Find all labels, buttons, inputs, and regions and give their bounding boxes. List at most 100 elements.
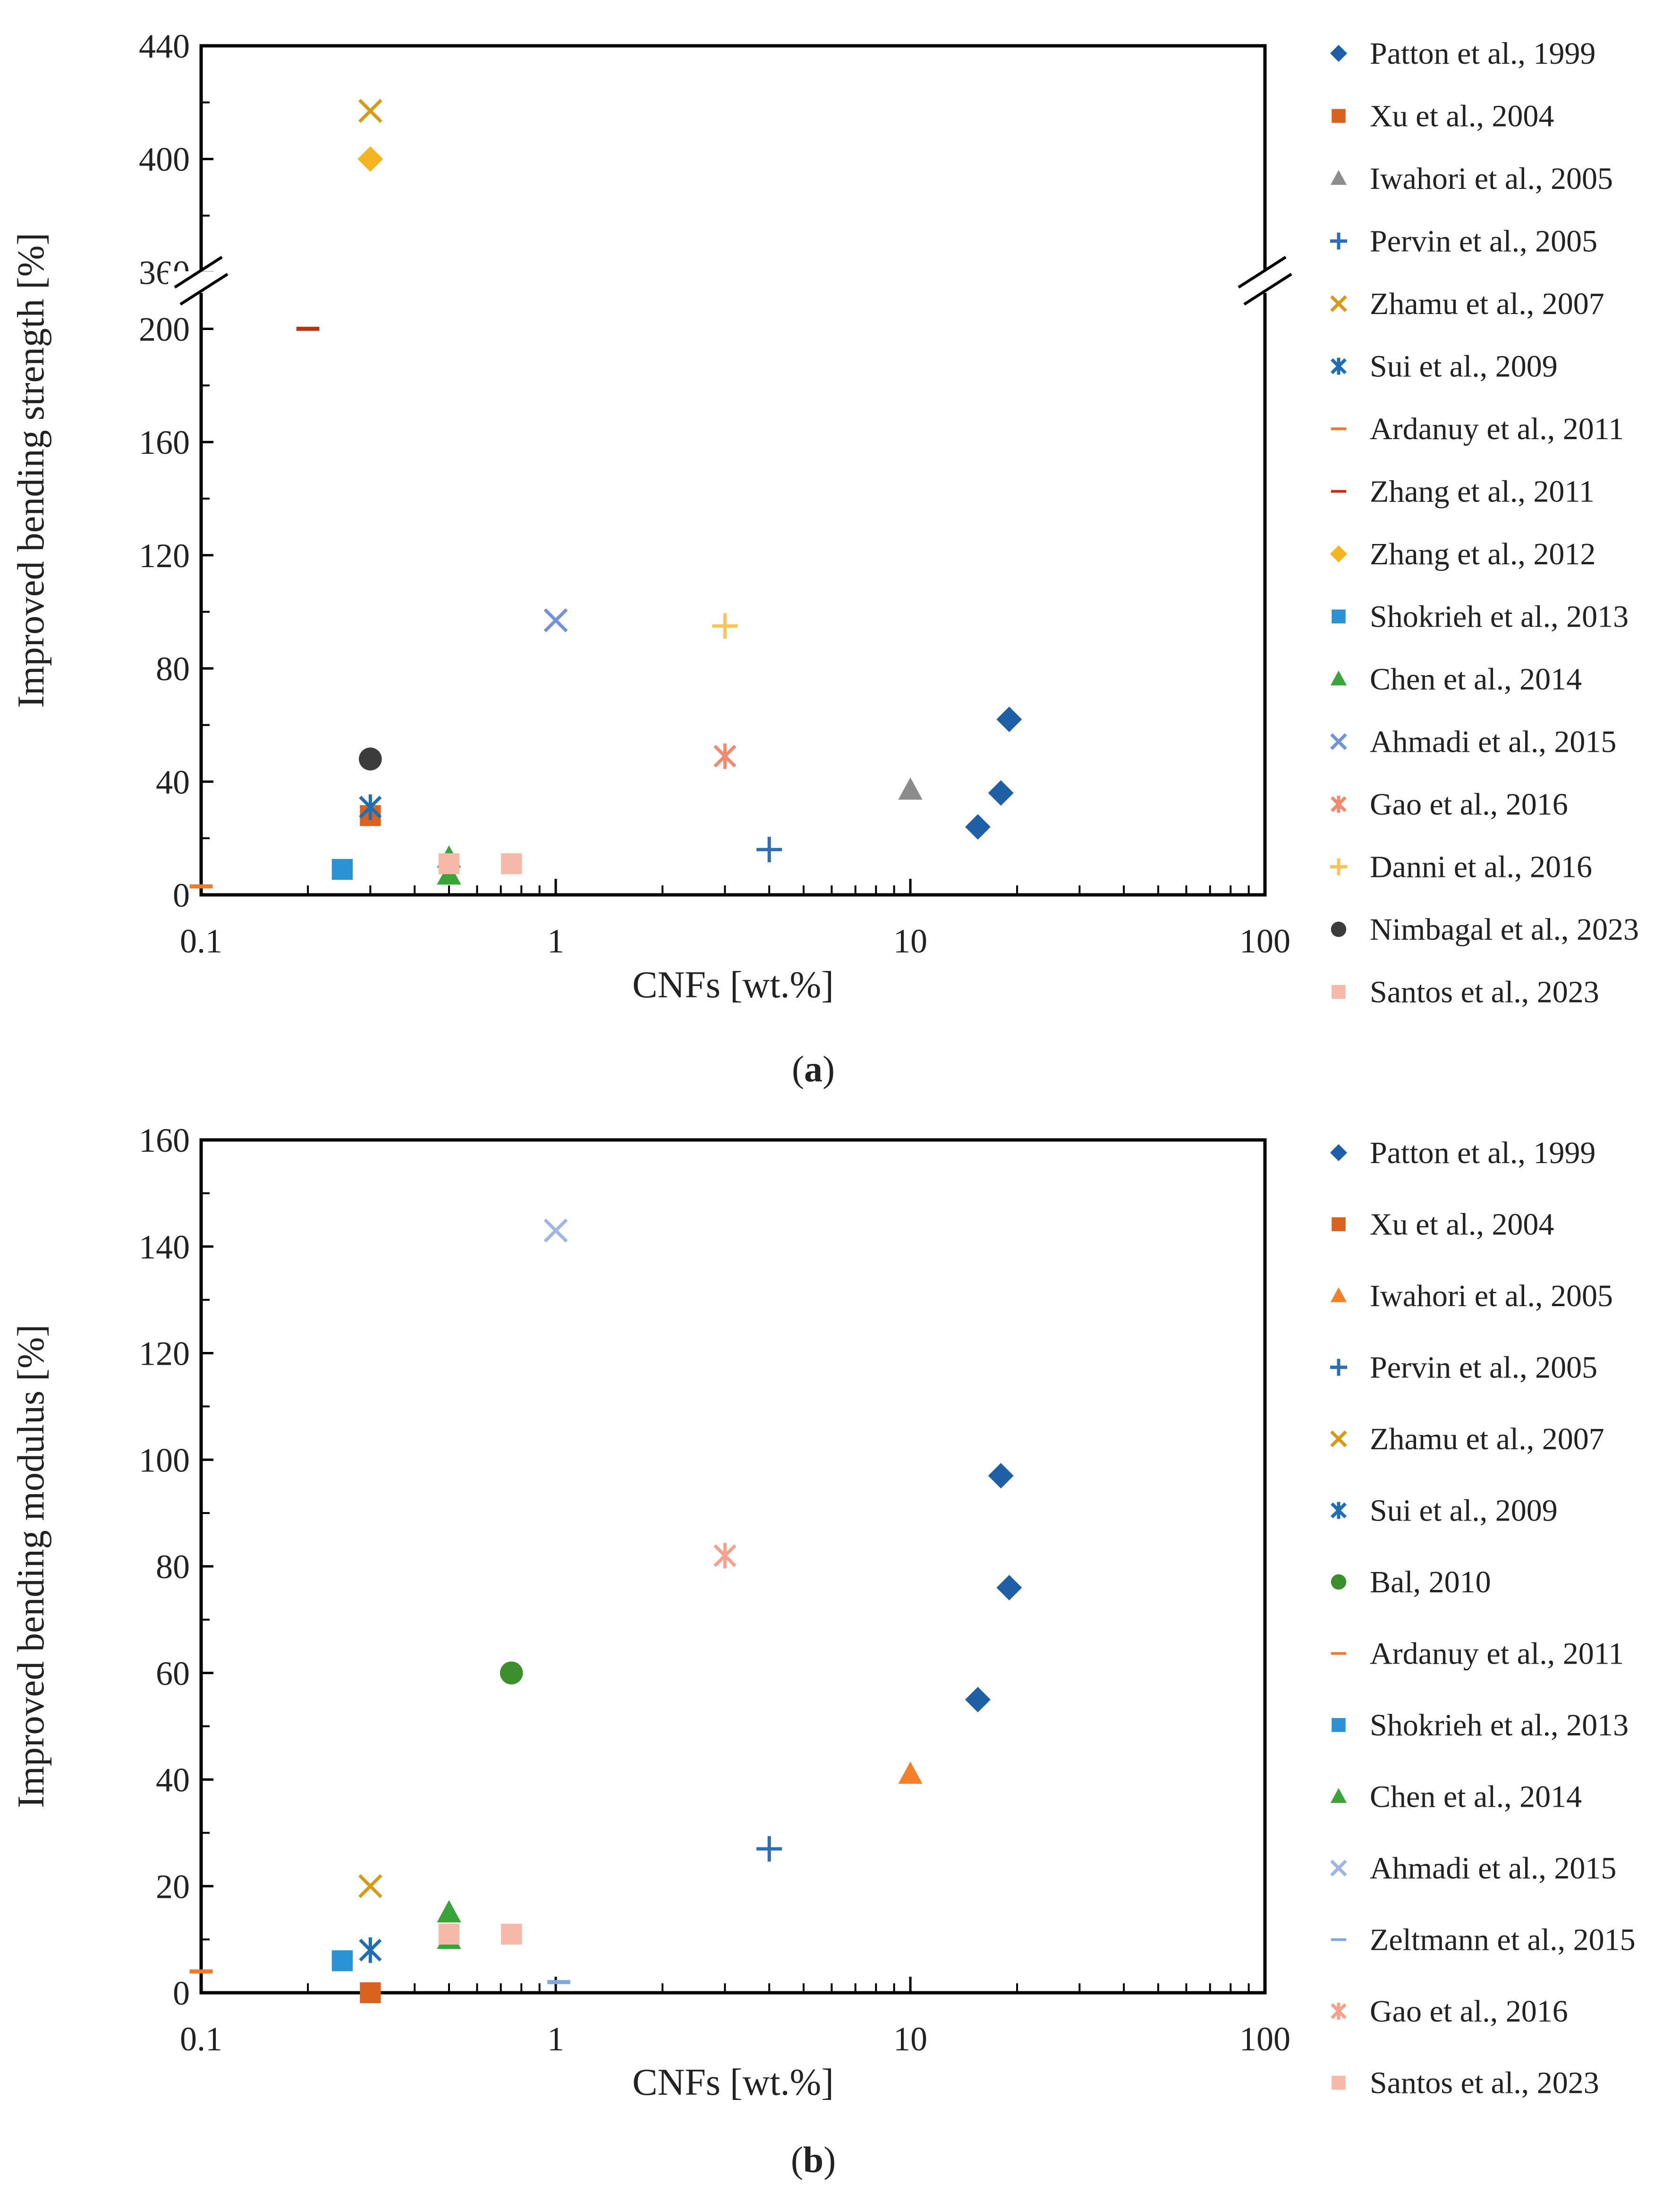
y-tick-label: 100 bbox=[139, 1441, 190, 1479]
legend-label: Danni et al., 2016 bbox=[1370, 850, 1592, 884]
series-patton-et-al-1999 bbox=[965, 706, 1022, 840]
x-tick-label: 1 bbox=[547, 922, 564, 960]
series-santos-et-al-2023 bbox=[438, 1923, 522, 1945]
data-point bbox=[713, 743, 737, 769]
legend-label: Iwahori et al., 2005 bbox=[1370, 1279, 1613, 1313]
data-point bbox=[712, 613, 738, 639]
legend-item: Zhamu et al., 2007 bbox=[1330, 1422, 1604, 1456]
x-tick-label: 10 bbox=[893, 922, 927, 960]
y-axis-label: Improved bending strength [%] bbox=[10, 233, 52, 708]
legend-item: Pervin et al., 2005 bbox=[1330, 1351, 1597, 1385]
legend-item: Gao et al., 2016 bbox=[1331, 1994, 1568, 2029]
series-gao-et-al-2016 bbox=[713, 743, 737, 769]
data-point bbox=[501, 1923, 522, 1945]
legend-label: Zhang et al., 2012 bbox=[1370, 537, 1595, 571]
legend-label: Chen et al., 2014 bbox=[1370, 1780, 1582, 1814]
legend-label: Ardanuy et al., 2011 bbox=[1370, 412, 1624, 446]
y-tick-label: 200 bbox=[139, 310, 190, 348]
legend-label: Shokrieh et al., 2013 bbox=[1370, 1708, 1629, 1742]
series-iwahori-et-al-2005 bbox=[898, 1761, 923, 1784]
x-axis-label: CNFs [wt.%] bbox=[632, 964, 834, 1006]
legend-item: Gao et al., 2016 bbox=[1331, 787, 1568, 822]
legend-marker bbox=[1332, 609, 1346, 624]
legend-label: Pervin et al., 2005 bbox=[1370, 224, 1597, 259]
data-point bbox=[547, 1980, 570, 1984]
data-point bbox=[331, 858, 353, 880]
legend-item: Sui et al., 2009 bbox=[1331, 349, 1558, 384]
chart-panel-b: 0 20 40 60 80 100 120 140 160 0.1 1 10 100 CNFs [wt.%… bbox=[10, 1122, 1636, 2180]
data-point bbox=[713, 1543, 737, 1569]
legend-item: Xu et al., 2004 bbox=[1332, 1207, 1554, 1242]
data-point bbox=[438, 1923, 460, 1945]
legend-marker bbox=[1331, 490, 1347, 493]
legend-marker bbox=[1330, 232, 1347, 250]
legend-marker bbox=[1330, 733, 1347, 750]
y-tick-label: 40 bbox=[156, 763, 190, 801]
series-bal-2010 bbox=[500, 1661, 523, 1685]
data-point bbox=[898, 777, 923, 800]
series-xu-et-al-2004 bbox=[360, 1982, 381, 2004]
legend-marker bbox=[1332, 985, 1346, 999]
legend-label: Chen et al., 2014 bbox=[1370, 662, 1582, 697]
y-tick-label: 120 bbox=[139, 537, 190, 575]
series-ardanuy-et-al-2011 bbox=[189, 1969, 213, 1974]
data-point bbox=[543, 608, 568, 633]
legend-item: Danni et al., 2016 bbox=[1330, 850, 1592, 884]
panel-caption: (b) bbox=[791, 2139, 836, 2180]
y-tick-label: 440 bbox=[139, 27, 190, 65]
legend-label: Zhamu et al., 2007 bbox=[1370, 287, 1604, 321]
legend-item: Iwahori et al., 2005 bbox=[1330, 1279, 1613, 1313]
legend-marker bbox=[1332, 1718, 1346, 1732]
legend-marker bbox=[1330, 1359, 1347, 1376]
data-point bbox=[500, 1661, 523, 1685]
legend-marker bbox=[1330, 45, 1347, 62]
legend-label: Xu et al., 2004 bbox=[1370, 99, 1554, 134]
series-zhang-et-al-2011 bbox=[296, 327, 320, 331]
y-tick-label: 120 bbox=[139, 1335, 190, 1373]
legend-item: Ardanuy et al., 2011 bbox=[1331, 1637, 1624, 1671]
legend-marker bbox=[1330, 1287, 1347, 1302]
series-ardanuy-et-al-2011 bbox=[189, 884, 213, 889]
legend-marker bbox=[1331, 921, 1347, 937]
data-point bbox=[189, 1969, 213, 1974]
y-tick-label: 80 bbox=[156, 1548, 190, 1586]
data-point bbox=[359, 748, 382, 771]
series-iwahori-et-al-2005 bbox=[898, 777, 923, 800]
y-tick-label: 0 bbox=[173, 876, 190, 914]
series-zeltmann-et-al-2015 bbox=[547, 1980, 570, 1984]
x-axis-label: CNFs [wt.%] bbox=[632, 2062, 834, 2103]
y-tick-label: 40 bbox=[156, 1761, 190, 1799]
legend-label: Santos et al., 2023 bbox=[1370, 975, 1599, 1010]
series-danni-et-al-2016 bbox=[712, 613, 738, 639]
y-tick-label: 0 bbox=[173, 1974, 190, 2012]
data-point bbox=[437, 1900, 461, 1922]
legend-marker bbox=[1330, 671, 1347, 686]
data-point bbox=[988, 780, 1014, 806]
legend-label: Shokrieh et al., 2013 bbox=[1370, 600, 1629, 634]
data-point bbox=[965, 814, 991, 840]
legend-item: Chen et al., 2014 bbox=[1330, 1780, 1582, 1814]
axis-break-slash bbox=[179, 272, 229, 306]
legend-item: Ahmadi et al., 2015 bbox=[1330, 1851, 1616, 1886]
legend-label: Ardanuy et al., 2011 bbox=[1370, 1637, 1624, 1671]
series-pervin-et-al-2005 bbox=[756, 1836, 782, 1862]
legend-label: Santos et al., 2023 bbox=[1370, 2066, 1599, 2100]
series-zhang-et-al-2012 bbox=[357, 146, 383, 172]
panel-caption: (a) bbox=[792, 1048, 835, 1089]
data-point bbox=[189, 884, 213, 889]
series-ahmadi-et-al-2015 bbox=[543, 1218, 568, 1243]
data-point bbox=[331, 1950, 353, 1972]
legend-label: Patton et al., 1999 bbox=[1370, 1136, 1595, 1170]
x-tick-label: 1 bbox=[547, 2020, 564, 2058]
y-tick-label: 60 bbox=[156, 1655, 190, 1692]
legend-item: Chen et al., 2014 bbox=[1330, 662, 1582, 697]
legend-item: Zeltmann et al., 2015 bbox=[1331, 1923, 1636, 1957]
legend-item: Iwahori et al., 2005 bbox=[1330, 161, 1613, 196]
data-point bbox=[756, 1836, 782, 1862]
y-tick-label: 160 bbox=[139, 424, 190, 461]
legend-item: Pervin et al., 2005 bbox=[1330, 224, 1597, 259]
series-shokrieh-et-al-2013 bbox=[331, 858, 353, 880]
legend-item: Bal, 2010 bbox=[1331, 1565, 1491, 1599]
legend-item: Sui et al., 2009 bbox=[1331, 1494, 1558, 1528]
